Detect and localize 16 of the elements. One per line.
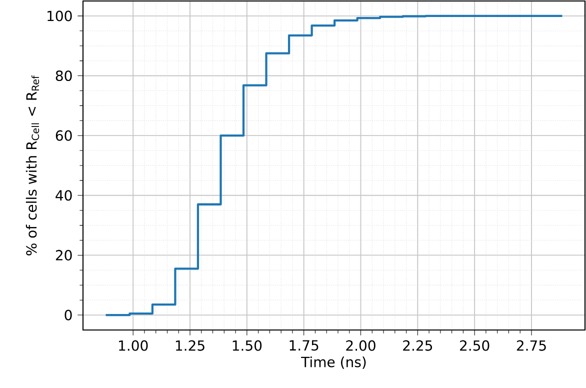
x-tick-label: 2.75 <box>516 340 546 351</box>
y-tick-label: 100 <box>48 10 72 22</box>
x-axis-title: Time (ns) <box>301 356 366 369</box>
x-tick-label: 1.50 <box>232 340 262 351</box>
y-axis-title: % of cells with R$_{Cell}$ < R$_{Ref}$ <box>26 75 40 256</box>
x-tick-label: 2.25 <box>403 340 432 351</box>
y-tick-label: 40 <box>56 190 72 201</box>
x-tick-label: 1.00 <box>119 340 148 351</box>
y-tick-label: 80 <box>56 70 72 82</box>
x-tick-label: 2.50 <box>460 340 490 351</box>
x-tick-label: 1.25 <box>176 340 204 351</box>
x-tick-label: 1.75 <box>290 340 318 351</box>
y-tick-label: 20 <box>56 250 72 260</box>
y-tick-label: 0 <box>64 310 72 320</box>
x-tick-label: 2.00 <box>346 340 376 351</box>
y-tick-label: 60 <box>56 130 72 141</box>
